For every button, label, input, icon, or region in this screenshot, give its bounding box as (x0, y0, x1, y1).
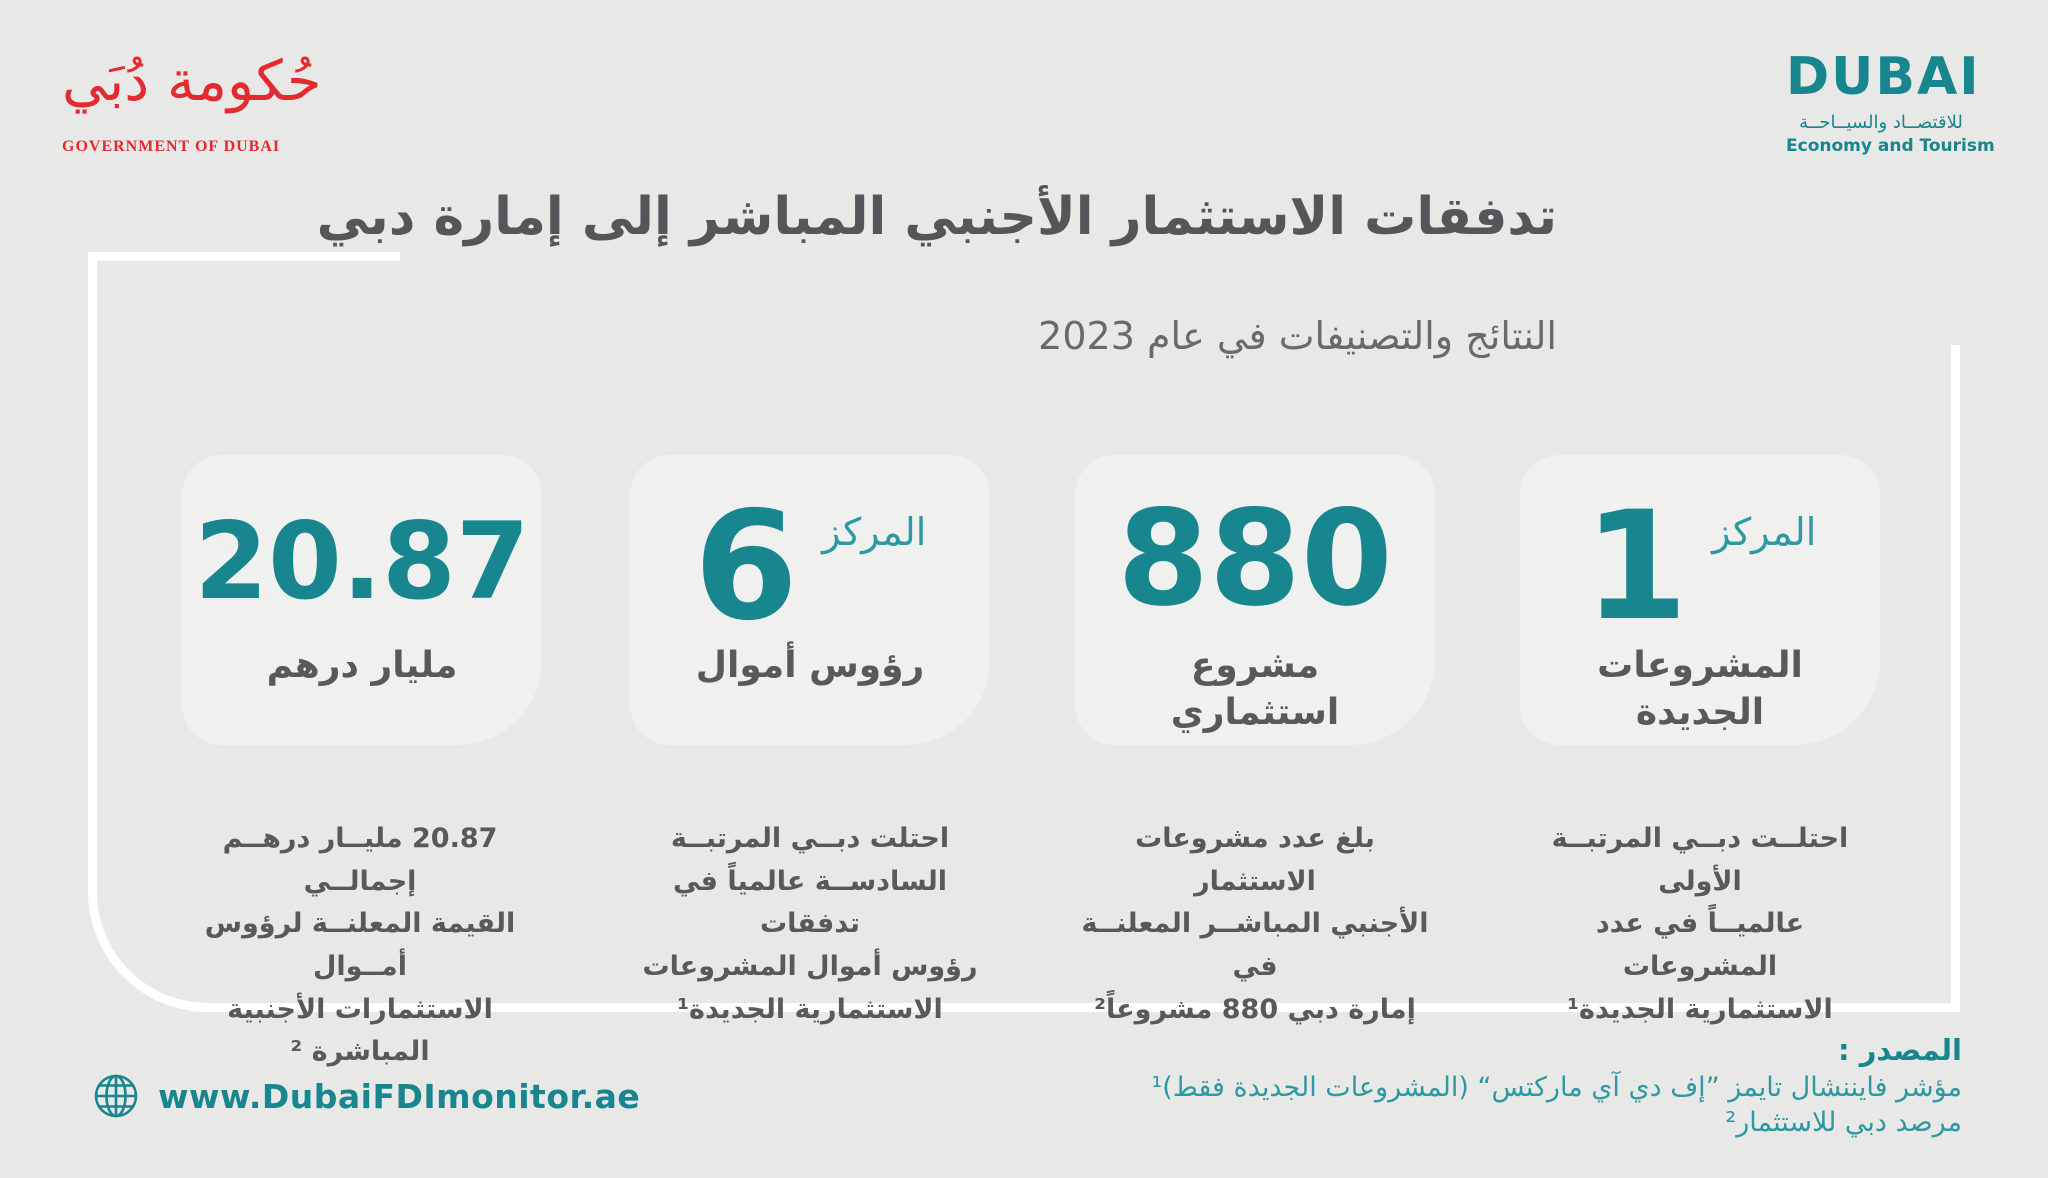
source-line-2: مرصد دبي للاستثمار² (1725, 1106, 1962, 1138)
decorative-frame-line (88, 252, 1960, 1012)
decorative-frame-top-segment (88, 252, 400, 261)
stat-label: المشروعات الجديدة (1597, 645, 1803, 733)
stat-label: مليار درهم (266, 645, 458, 686)
gov-dubai-calligraphy: حُكومة دُبَي (62, 49, 322, 114)
stat-card-projects-count: 880 مشروع استثماري (1075, 455, 1435, 745)
source-block: المصدر : مؤشر فايننشال تايمز ”إف دي آي م… (1151, 1032, 1962, 1140)
stat-value-row: المركز 6 (630, 480, 990, 654)
det-arabic-line: للاقتصــاد والسيــاحــة (1799, 112, 1963, 133)
stat-value: 880 (1117, 482, 1393, 636)
website-link[interactable]: www.DubaiFDImonitor.ae (92, 1072, 640, 1120)
dubai-wordmark: DUBAI (1786, 47, 1981, 107)
stat-value: 20.87 (194, 500, 530, 623)
stat-value: 1 (1583, 480, 1689, 654)
stat-card-capital-value: 20.87 مليار درهم (182, 455, 542, 745)
gov-dubai-wordmark: GOVERNMENT OF DUBAI (62, 138, 281, 155)
stat-description-projects-count: بلغ عدد مشروعات الاستثمار الأجنبي المباش… (1081, 823, 1429, 1025)
stat-value-row: 880 (1075, 482, 1435, 636)
det-english-line: Economy and Tourism (1786, 136, 1995, 156)
rank-label: المركز (1712, 510, 1817, 554)
stat-value-row: 20.87 (182, 500, 542, 623)
source-heading: المصدر : (1838, 1033, 1962, 1067)
stat-label: مشروع استثماري (1170, 645, 1340, 733)
website-url[interactable]: www.DubaiFDImonitor.ae (158, 1076, 641, 1116)
government-of-dubai-logo: حُكومة دُبَي GOVERNMENT OF DUBAI (62, 30, 322, 156)
stat-description-capital-rank: احتلت دبــي المرتبــة السادســة عالمياً … (642, 823, 978, 1025)
stat-card-capital-rank: المركز 6 رؤوس أموال (630, 455, 990, 745)
source-line-1: مؤشر فايننشال تايمز ”إف دي آي ماركتس“ (ا… (1151, 1071, 1962, 1103)
decorative-frame-right-segment (1951, 345, 1960, 1012)
stat-card-new-projects: المركز 1 المشروعات الجديدة (1520, 455, 1880, 745)
stat-label: رؤوس أموال (695, 645, 925, 686)
stat-value: 6 (693, 480, 799, 654)
globe-icon (92, 1072, 140, 1120)
rank-label: المركز (822, 510, 927, 554)
stat-description-new-projects: احتلــت دبــي المرتبــة الأولى عالميــاً… (1551, 823, 1849, 1025)
dubai-economy-tourism-logo: DUBAI للاقتصــاد والسيــاحــة Economy an… (1786, 47, 1995, 156)
stat-description-capital-value: 20.87 مليــار درهــم إجمالــي القيمة الم… (204, 823, 516, 1068)
page-subtitle: النتائج والتصنيفات في عام 2023 (1038, 314, 1557, 358)
stat-value-row: المركز 1 (1520, 480, 1880, 654)
page-title: تدفقات الاستثمار الأجنبي المباشر إلى إما… (316, 187, 1557, 247)
